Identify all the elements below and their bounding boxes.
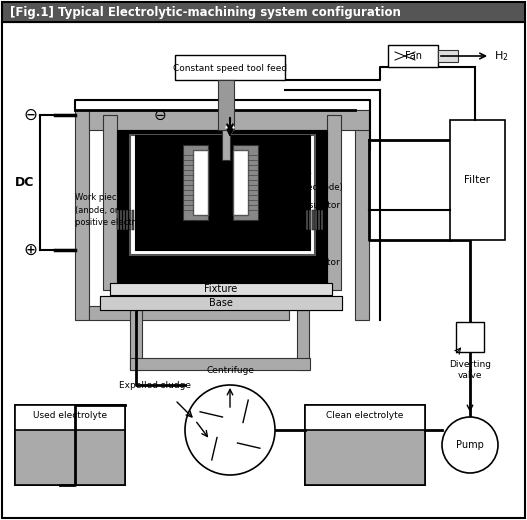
Circle shape [442, 417, 498, 473]
Bar [110, 283, 332, 295]
Text: Diverting
valve: Diverting valve [449, 360, 491, 380]
Bar [305, 405, 425, 485]
Bar [132, 210, 134, 230]
Bar [123, 210, 125, 230]
Bar [222, 130, 230, 160]
Text: Work piece
(anode, or
positive electrode): Work piece (anode, or positive electrode… [75, 193, 154, 227]
Text: Centrifuge: Centrifuge [206, 366, 254, 375]
Bar [75, 110, 89, 320]
Bar [130, 358, 310, 370]
Text: ⊕: ⊕ [23, 241, 37, 259]
Text: Filter: Filter [464, 175, 490, 185]
Bar [321, 210, 323, 230]
Text: Fixture: Fixture [204, 284, 238, 294]
Bar [193, 150, 208, 215]
Bar [15, 405, 125, 485]
Bar [130, 135, 315, 255]
Text: ⊖: ⊖ [23, 106, 37, 124]
Bar [100, 296, 342, 310]
Text: Constant speed tool feed: Constant speed tool feed [173, 63, 287, 72]
Text: Clean electrolyte: Clean electrolyte [326, 410, 404, 420]
Text: Fan: Fan [405, 51, 422, 61]
Bar [175, 55, 285, 80]
Bar [2, 2, 525, 22]
Text: Base: Base [209, 298, 233, 308]
Bar [126, 210, 128, 230]
Bar [183, 145, 208, 220]
Bar [456, 322, 484, 352]
Bar [15, 430, 125, 485]
Bar [309, 210, 311, 230]
Bar [388, 45, 438, 67]
Bar [135, 135, 310, 250]
Text: Tool
(cathode, or
negative electrode): Tool (cathode, or negative electrode) [260, 158, 343, 192]
Bar [103, 115, 117, 290]
Bar [315, 210, 317, 230]
Text: ⊖: ⊖ [154, 108, 167, 123]
Bar [450, 120, 505, 240]
Bar [318, 210, 320, 230]
Text: Insulator: Insulator [300, 257, 340, 267]
Bar [120, 210, 122, 230]
Bar [233, 150, 248, 215]
Bar [297, 310, 309, 370]
Bar [305, 430, 425, 485]
Circle shape [185, 385, 275, 475]
Bar [89, 306, 289, 320]
Text: DC: DC [15, 176, 34, 189]
Bar [438, 50, 458, 62]
Bar [117, 210, 119, 230]
Bar [306, 210, 308, 230]
Text: [Fig.1] Typical Electrolytic-machining system configuration: [Fig.1] Typical Electrolytic-machining s… [10, 6, 401, 19]
Bar [218, 80, 234, 130]
Text: Used electrolyte: Used electrolyte [33, 410, 107, 420]
Bar [130, 310, 142, 370]
Bar [355, 110, 369, 320]
Bar [129, 210, 131, 230]
Text: ⊖: ⊖ [149, 238, 161, 252]
Bar [15, 405, 125, 485]
Bar [100, 296, 342, 310]
Bar [327, 115, 341, 290]
Text: ← Insulator: ← Insulator [290, 201, 340, 210]
Bar [312, 210, 314, 230]
Bar [89, 110, 369, 130]
Text: H$_2$: H$_2$ [494, 49, 509, 63]
Bar [233, 145, 258, 220]
Bar [305, 405, 425, 485]
Bar [117, 130, 327, 290]
Text: Pump: Pump [456, 440, 484, 450]
Bar [110, 283, 332, 295]
Text: Expelled sludge: Expelled sludge [119, 381, 191, 389]
